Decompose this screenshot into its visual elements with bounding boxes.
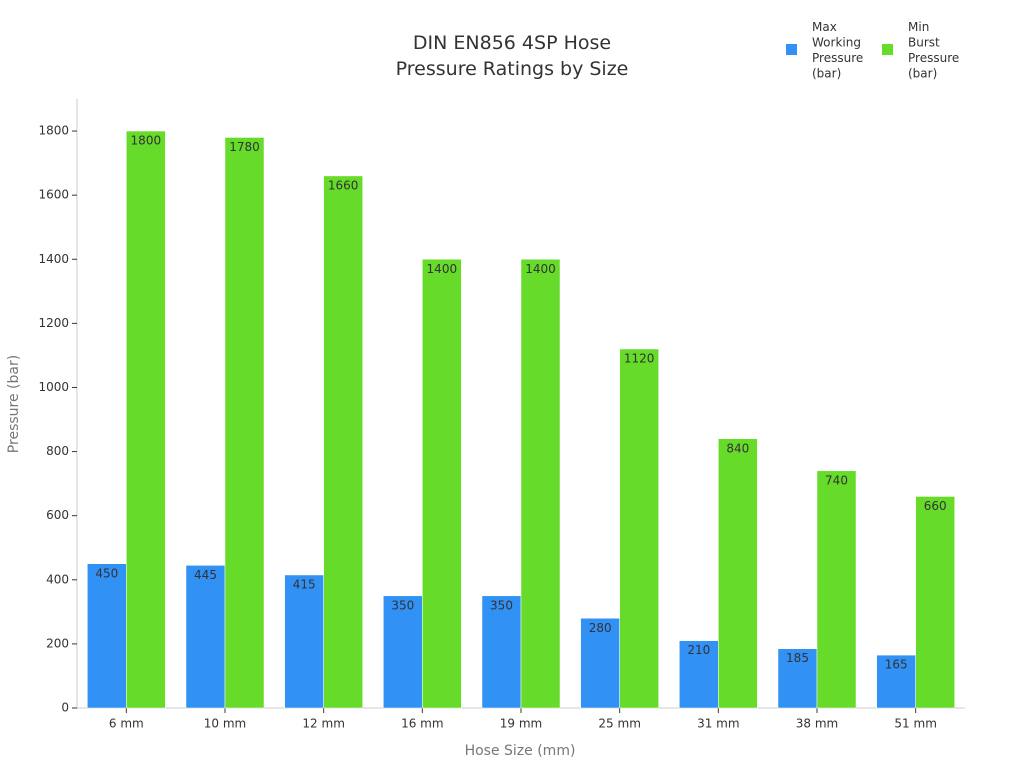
value-label: 1660: [328, 178, 359, 192]
bar: [323, 175, 363, 709]
bar: [816, 470, 857, 709]
value-label: 660: [924, 499, 947, 513]
legend-label: Min Burst Pressure (bar): [908, 20, 959, 81]
legend-label: Max Working Pressure (bar): [812, 20, 863, 81]
value-label: 840: [726, 441, 749, 455]
bar: [185, 565, 226, 709]
y-tick-label: 0: [61, 701, 69, 715]
bar: [679, 640, 719, 709]
value-label: 1400: [427, 262, 458, 276]
value-label: 280: [589, 621, 612, 635]
y-tick-label: 1200: [38, 316, 69, 330]
value-label: 740: [825, 473, 848, 487]
x-tick-label: 6 mm: [109, 717, 144, 731]
value-label: 350: [391, 598, 414, 612]
bar: [87, 563, 127, 709]
x-tick-label: 51 mm: [894, 717, 936, 731]
value-label: 1400: [525, 262, 556, 276]
bar: [580, 618, 620, 709]
value-label: 415: [293, 577, 316, 591]
y-tick-label: 1400: [38, 252, 69, 266]
y-tick-label: 200: [46, 636, 69, 650]
y-tick-label: 1800: [38, 124, 69, 138]
value-label: 1120: [624, 352, 655, 366]
bar: [284, 574, 324, 709]
bar: [718, 438, 758, 709]
bar: [481, 595, 522, 709]
bar: [520, 259, 561, 709]
value-label: 210: [687, 643, 710, 657]
value-label: 450: [95, 566, 118, 580]
value-label: 1780: [229, 140, 260, 154]
bar: [224, 137, 265, 709]
value-label: 445: [194, 568, 217, 582]
bar: [915, 496, 955, 709]
value-label: 350: [490, 598, 513, 612]
value-label: 185: [786, 651, 809, 665]
bar: [876, 654, 916, 709]
y-axis-label: Pressure (bar): [6, 355, 22, 453]
x-tick-label: 12 mm: [302, 717, 344, 731]
x-tick-label: 25 mm: [598, 717, 640, 731]
y-tick-label: 400: [46, 572, 69, 586]
y-tick-label: 800: [46, 444, 69, 458]
x-tick-label: 19 mm: [500, 717, 542, 731]
value-label: 1800: [131, 134, 162, 148]
bar: [422, 259, 462, 709]
x-axis-label: Hose Size (mm): [465, 743, 576, 759]
legend-swatch: [786, 44, 797, 55]
bar: [777, 648, 818, 709]
value-label: 165: [885, 658, 908, 672]
y-tick-label: 600: [46, 508, 69, 522]
x-tick-label: 31 mm: [697, 717, 739, 731]
bar: [619, 348, 659, 709]
x-tick-label: 38 mm: [796, 717, 838, 731]
y-tick-label: 1600: [38, 188, 69, 202]
x-tick-label: 16 mm: [401, 717, 443, 731]
y-tick-label: 1000: [38, 380, 69, 394]
chart-title: DIN EN856 4SP Hose Pressure Ratings by Si…: [396, 32, 629, 80]
bar: [383, 595, 423, 709]
x-tick-label: 10 mm: [204, 717, 246, 731]
bar: [126, 130, 166, 709]
legend-swatch: [882, 44, 893, 55]
